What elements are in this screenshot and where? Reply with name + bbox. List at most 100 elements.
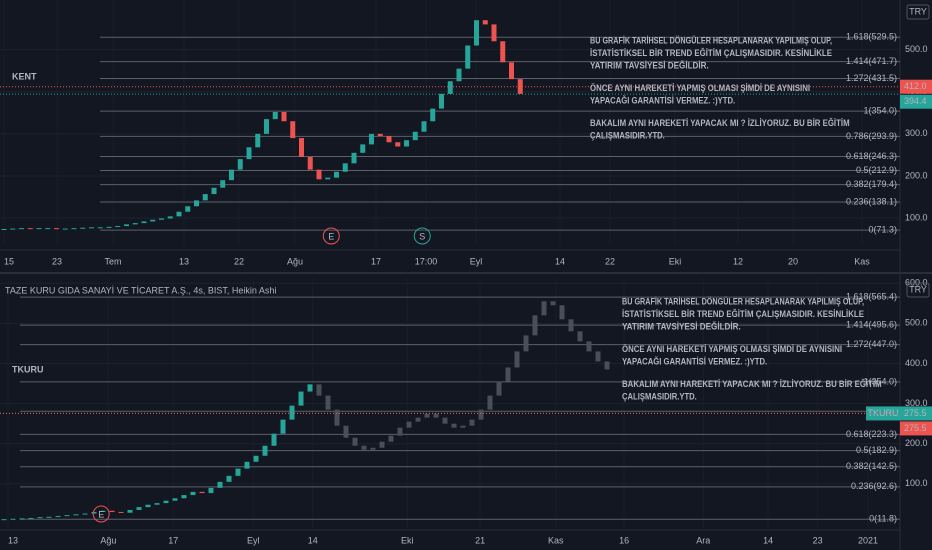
candle-body [361, 445, 367, 450]
candle-body [163, 500, 169, 504]
candle-body [62, 228, 68, 230]
candle-body [500, 41, 506, 63]
fib-label: 1.272(431.5) [846, 73, 897, 83]
candle-body [342, 163, 348, 172]
candle-body [55, 515, 61, 517]
candle-body [80, 227, 86, 229]
candle-body [289, 405, 295, 420]
candle-body [368, 133, 374, 145]
candle-body [491, 24, 497, 42]
candle-body [473, 20, 479, 46]
candle-body [532, 315, 538, 336]
annotation-line: BAKALIM AYNI HAREKETİ YAPACAK MI ? İZLİY… [590, 117, 850, 128]
currency-box [906, 4, 930, 20]
y-tick-label: 100.0 [905, 212, 928, 222]
candle-body [123, 224, 129, 227]
annotation-line: YAPACAĞI GARANTİSİ VERMEZ. :)YTD. [622, 355, 767, 366]
candle-body [109, 510, 115, 512]
y-tick-label: 300.0 [905, 398, 928, 408]
symbol-tag: TKURU [868, 408, 899, 418]
candle-body [541, 301, 547, 316]
candle-body [10, 228, 16, 230]
candle-body [246, 147, 252, 160]
candle-body [136, 507, 142, 510]
candle-body [211, 187, 217, 195]
candle-body [127, 509, 133, 513]
candle-body [478, 409, 484, 420]
price-label: 275.5 [904, 423, 927, 433]
annotation-line: YAPACAĞI GARANTİSİ VERMEZ. :)YTD. [590, 94, 735, 105]
fib-label: 0(11.8) [869, 514, 897, 524]
candle-body [360, 144, 366, 153]
x-tick-label: 16 [619, 535, 629, 545]
event-marker-label: E [328, 231, 334, 241]
candle-body [91, 511, 97, 514]
candle-body [386, 135, 392, 143]
x-tick-label: 12 [733, 256, 743, 266]
candle-body [370, 447, 376, 450]
x-tick-label: 14 [308, 535, 318, 545]
candle-body [71, 228, 77, 230]
candle-body [193, 200, 199, 207]
candle-body [158, 218, 164, 220]
candle-body [403, 140, 409, 147]
event-marker-label: S [419, 231, 425, 241]
candle-body [424, 413, 430, 418]
fib-label: 0.618(223.3) [846, 429, 897, 439]
price-label-bg [900, 79, 932, 94]
candle-body [235, 468, 241, 476]
event-marker [413, 227, 431, 245]
candle-body [226, 475, 232, 482]
candle-body [316, 169, 322, 180]
candle-body [377, 133, 383, 136]
symbol-title: TKURU [12, 364, 44, 374]
candle-body [18, 228, 24, 230]
candle-body [154, 503, 160, 505]
candle-body [325, 395, 331, 410]
candle-body [430, 108, 436, 122]
x-tick-label: 20 [788, 256, 798, 266]
candle-body [523, 335, 529, 352]
candle-body [406, 421, 412, 428]
candle-body [451, 423, 457, 428]
fib-label: 1(354.0) [863, 376, 897, 386]
candle-body [514, 351, 520, 368]
candle-body [438, 93, 444, 109]
candle-body [517, 79, 523, 94]
candle-body [88, 227, 94, 229]
candle-body [263, 119, 269, 134]
fib-label: 1.618(529.5) [846, 32, 897, 42]
x-tick-label: Eki [401, 535, 414, 545]
annotation-line: ÇALIŞMASIDIR.YTD. [622, 391, 697, 401]
candle-body [172, 498, 178, 501]
event-marker-label: E [98, 509, 104, 519]
candle-body [352, 437, 358, 446]
fib-label: 0.382(142.5) [846, 461, 897, 471]
symbol-description: TAZE KURU GIDA SANAYİ VE TİCARET A.Ş., 4… [5, 285, 276, 295]
candle-body [395, 142, 401, 147]
x-tick-label: Kas [854, 256, 870, 266]
fib-label: 1.618(565.4) [846, 291, 897, 301]
candle-body [176, 211, 182, 217]
candle-body [333, 171, 339, 178]
price-label: 394.4 [904, 96, 927, 106]
candle-body [255, 133, 261, 148]
candle-body [237, 159, 243, 170]
candle-body [456, 68, 462, 82]
x-tick-label: 13 [8, 535, 18, 545]
candle-body [307, 157, 313, 170]
candle-body [568, 319, 574, 332]
candle-body [379, 441, 385, 448]
currency: TRY [909, 284, 927, 294]
candle-body [508, 62, 514, 80]
x-tick-label: Ara [696, 535, 710, 545]
annotation-line: BU GRAFİK TARİHSEL DÖNGÜLER HESAPLANARAK… [622, 296, 864, 306]
candle-body [190, 491, 196, 496]
candle-body [220, 180, 226, 188]
candle-body [185, 206, 191, 212]
y-tick-label: 400.0 [905, 358, 928, 368]
annotation-line: YATIRIM TAVSİYESİ DEĞİLDİR. [622, 320, 741, 331]
candle-body [559, 305, 565, 320]
candle-body [46, 516, 52, 518]
